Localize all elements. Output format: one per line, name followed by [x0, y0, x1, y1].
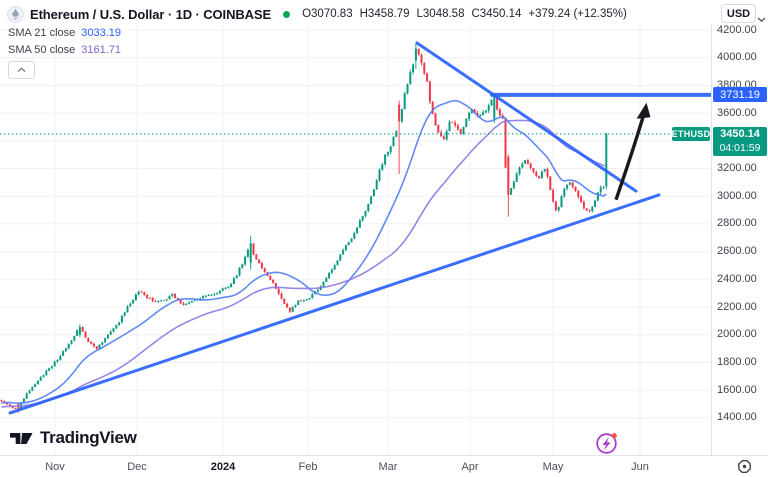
price-tick: 2400.00: [717, 272, 757, 285]
time-tick: May: [542, 461, 564, 473]
ohlc-low: L3048.58: [416, 8, 465, 20]
price-tick: 2200.00: [717, 300, 757, 313]
ohlc-open: O3070.83: [302, 8, 353, 20]
price-tick: 1600.00: [717, 383, 757, 396]
symbol-price-tag: ETHUSD: [671, 126, 711, 141]
time-tick: Feb: [298, 461, 318, 473]
chevron-up-icon: [17, 67, 26, 72]
ohlc-high: H3458.79: [359, 8, 410, 20]
currency-selector-button[interactable]: USD: [721, 4, 756, 23]
price-tick: 4000.00: [717, 51, 757, 64]
tradingview-logo-text: TradingView: [40, 428, 137, 447]
price-change: +379.24 (+12.35%): [528, 8, 627, 20]
price-tick: 4200.00: [717, 23, 757, 36]
indicator-label: SMA 21 close: [8, 27, 76, 39]
indicator-label: SMA 50 close: [8, 44, 76, 56]
time-tick: Dec: [127, 461, 147, 473]
resistance-price-label: 3731.19: [713, 87, 767, 103]
price-tick: 1400.00: [717, 411, 757, 424]
time-tick: Apr: [461, 461, 479, 473]
time-tick: Jun: [631, 461, 649, 473]
lightning-button[interactable]: [595, 431, 619, 455]
price-tick: 2800.00: [717, 217, 757, 230]
price-tick: 3200.00: [717, 162, 757, 174]
time-tick: Mar: [378, 461, 398, 473]
chevron-down-icon[interactable]: [757, 10, 766, 28]
ohlc-close: C3450.14: [471, 8, 522, 20]
indicator-row-sma21[interactable]: SMA 21 close 3033.19: [8, 27, 121, 39]
market-status-dot: [283, 10, 291, 18]
indicator-value: 3033.19: [81, 27, 122, 39]
time-tick: Nov: [45, 461, 65, 473]
scale-settings-gear-icon[interactable]: [736, 458, 753, 475]
last-price-countdown-label: 3450.14 04:01:59: [713, 126, 767, 156]
symbol-title[interactable]: Ethereum / U.S. Dollar · 1D · COINBASE: [30, 6, 272, 22]
collapse-indicators-button[interactable]: [8, 61, 35, 79]
price-tick: 2600.00: [717, 245, 757, 258]
tradingview-mark-icon: [10, 432, 33, 444]
last-price: 3450.14: [720, 127, 760, 140]
time-tick: 2024: [210, 461, 236, 473]
ethereum-icon: [7, 5, 24, 23]
tradingview-logo[interactable]: TradingView: [10, 428, 137, 448]
price-tick: 3000.00: [717, 189, 757, 202]
lightning-icon: [596, 433, 617, 454]
ohlc-values: O3070.83 H3458.79 L3048.58 C3450.14 +379…: [302, 8, 627, 20]
indicator-row-sma50[interactable]: SMA 50 close 3161.71: [8, 44, 121, 56]
price-tick: 1800.00: [717, 355, 757, 368]
chart-header: Ethereum / U.S. Dollar · 1D · COINBASE O…: [7, 4, 627, 24]
time-axis[interactable]: Nov Dec 2024 Feb Mar Apr May Jun: [0, 455, 768, 477]
bar-countdown: 04:01:59: [719, 141, 761, 154]
indicator-value: 3161.71: [81, 44, 122, 56]
price-tick: 3600.00: [717, 106, 757, 119]
price-tick: 2000.00: [717, 328, 757, 341]
